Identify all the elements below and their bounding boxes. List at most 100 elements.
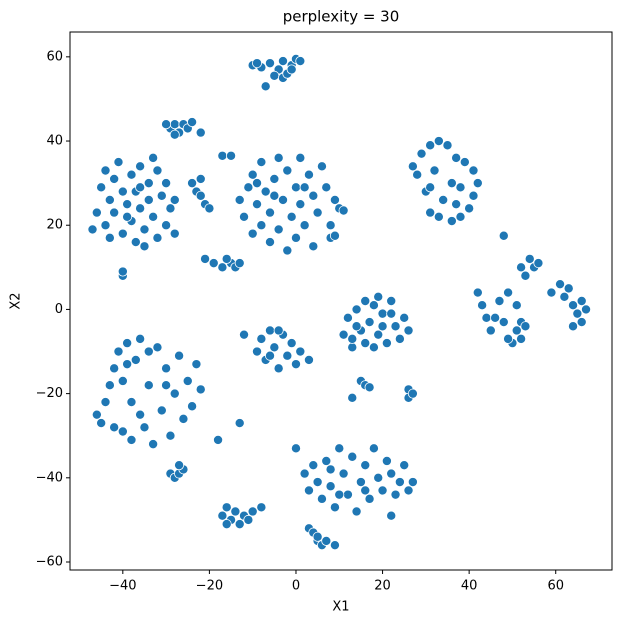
point [230, 506, 241, 517]
point [269, 190, 280, 201]
x-tick-label: 20 [374, 579, 391, 594]
point [468, 165, 479, 176]
point [273, 224, 284, 235]
point [472, 178, 483, 189]
point [364, 317, 375, 328]
point [277, 194, 288, 205]
point [122, 338, 133, 349]
point [386, 308, 397, 319]
point [217, 150, 228, 161]
point [368, 342, 379, 353]
point [126, 169, 137, 180]
point [494, 295, 505, 306]
point [399, 312, 410, 323]
point [377, 308, 388, 319]
point [368, 443, 379, 454]
point [373, 329, 384, 340]
point [342, 489, 353, 500]
point [148, 439, 159, 450]
point [161, 119, 172, 130]
point [342, 312, 353, 323]
point [87, 224, 98, 235]
point [100, 397, 111, 408]
point [325, 464, 336, 475]
point [390, 489, 401, 500]
point [117, 266, 128, 277]
point [139, 422, 150, 433]
point [226, 150, 237, 161]
point [290, 232, 301, 243]
point [325, 481, 336, 492]
point [399, 460, 410, 471]
point [295, 199, 306, 210]
point [455, 182, 466, 193]
point [286, 338, 297, 349]
point [299, 182, 310, 193]
point [360, 460, 371, 471]
point [286, 64, 297, 75]
point [286, 211, 297, 222]
point [312, 207, 323, 218]
point [559, 291, 570, 302]
point [104, 194, 115, 205]
point [568, 321, 579, 332]
point [265, 58, 276, 69]
y-tick-label: −20 [36, 386, 63, 401]
point [252, 58, 263, 69]
point [459, 157, 470, 168]
point [204, 203, 215, 214]
x-axis-label: X1 [332, 600, 349, 615]
point [169, 194, 180, 205]
point [143, 346, 154, 357]
point [351, 321, 362, 332]
point [195, 173, 206, 184]
point [104, 380, 115, 391]
point [182, 375, 193, 386]
point [412, 169, 423, 180]
point [252, 346, 263, 357]
y-tick-label: −60 [36, 555, 63, 570]
point [117, 228, 128, 239]
point [364, 382, 375, 393]
point [563, 283, 574, 294]
point [308, 241, 319, 252]
y-tick-label: 60 [46, 49, 63, 64]
point [407, 161, 418, 172]
point [481, 312, 492, 323]
point [208, 258, 219, 269]
point [464, 203, 475, 214]
x-tick-label: 60 [547, 579, 564, 594]
point [178, 413, 189, 424]
point [165, 430, 176, 441]
point [390, 321, 401, 332]
point [109, 422, 120, 433]
point [576, 295, 587, 306]
point [386, 468, 397, 479]
point [308, 460, 319, 471]
point [130, 354, 141, 365]
point [511, 325, 522, 336]
point [195, 384, 206, 395]
point [303, 485, 314, 496]
point [148, 152, 159, 163]
point [135, 182, 146, 193]
point [169, 119, 180, 130]
point [148, 211, 159, 222]
point [295, 56, 306, 67]
point [581, 304, 592, 315]
point [156, 190, 167, 201]
y-axis-label: X2 [9, 292, 24, 309]
point [433, 136, 444, 147]
point [187, 178, 198, 189]
point [373, 291, 384, 302]
point [503, 333, 514, 344]
point [139, 224, 150, 235]
point [403, 485, 414, 496]
y-tick-label: 20 [46, 218, 63, 233]
point [265, 325, 276, 336]
point [135, 333, 146, 344]
point [321, 182, 332, 193]
point [234, 418, 245, 429]
point [347, 342, 358, 353]
